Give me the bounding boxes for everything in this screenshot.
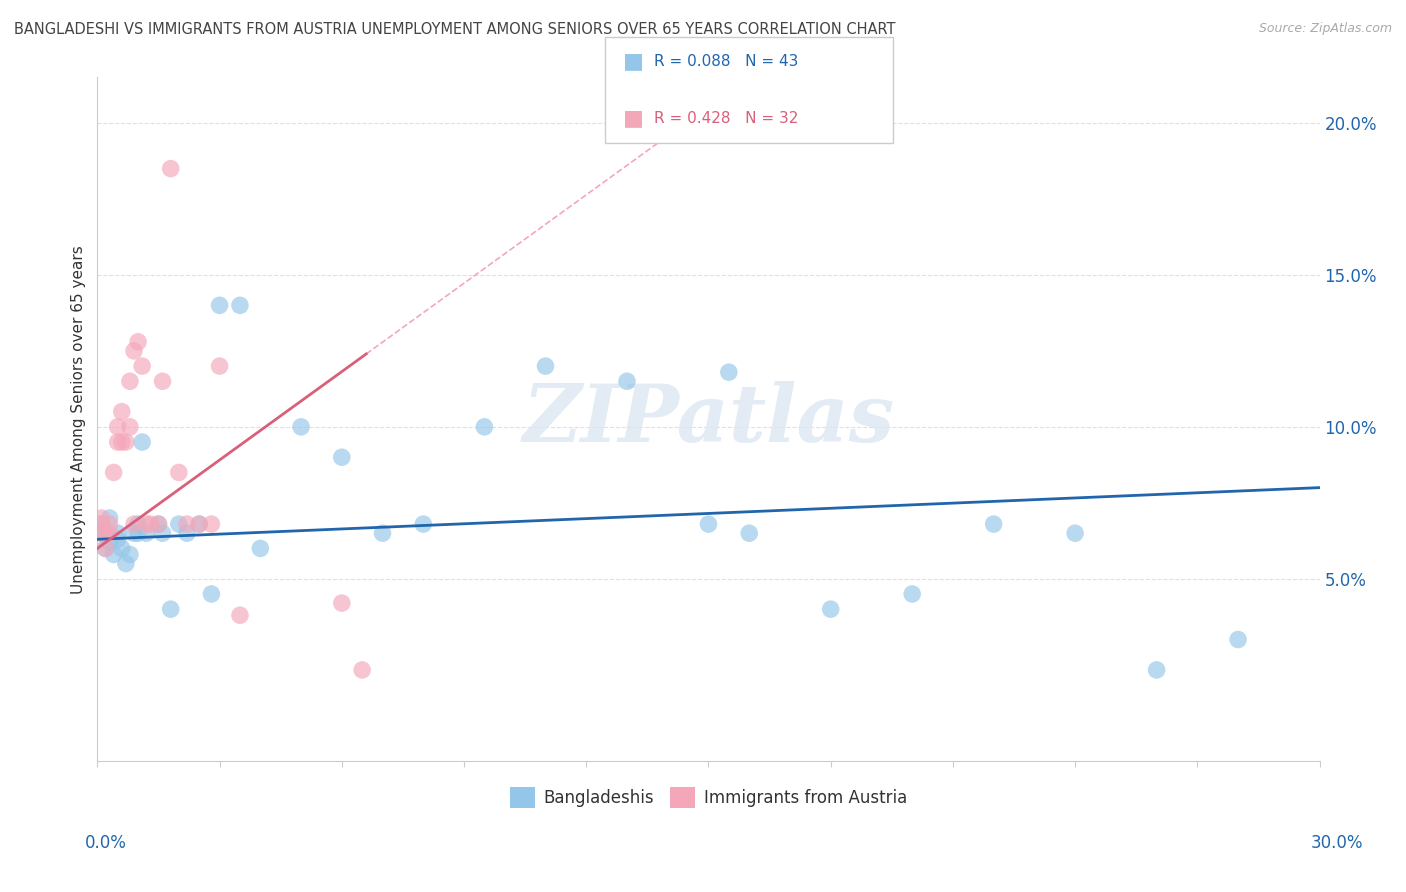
Point bbox=[330, 596, 353, 610]
Point bbox=[98, 511, 121, 525]
Point bbox=[330, 450, 353, 465]
Point bbox=[103, 548, 125, 562]
Point bbox=[103, 466, 125, 480]
Point bbox=[98, 517, 121, 532]
Point bbox=[1227, 632, 1250, 647]
Point bbox=[94, 526, 117, 541]
Point bbox=[118, 420, 141, 434]
Point bbox=[115, 557, 138, 571]
Point bbox=[176, 526, 198, 541]
Point bbox=[90, 526, 112, 541]
Text: R = 0.428   N = 32: R = 0.428 N = 32 bbox=[654, 112, 799, 126]
Y-axis label: Unemployment Among Seniors over 65 years: Unemployment Among Seniors over 65 years bbox=[72, 245, 86, 594]
Point bbox=[107, 420, 129, 434]
Point bbox=[412, 517, 434, 532]
Point bbox=[208, 298, 231, 312]
Point bbox=[127, 517, 149, 532]
Point bbox=[107, 533, 129, 547]
Point bbox=[474, 420, 496, 434]
Point bbox=[188, 517, 211, 532]
Point bbox=[111, 435, 134, 450]
Point bbox=[148, 517, 170, 532]
Point bbox=[127, 526, 149, 541]
Point bbox=[98, 535, 121, 549]
Text: R = 0.088   N = 43: R = 0.088 N = 43 bbox=[654, 54, 799, 69]
Point bbox=[94, 526, 117, 541]
Point bbox=[534, 359, 557, 373]
Text: 0.0%: 0.0% bbox=[84, 834, 127, 852]
Text: Source: ZipAtlas.com: Source: ZipAtlas.com bbox=[1258, 22, 1392, 36]
Point bbox=[98, 526, 121, 541]
Point bbox=[90, 517, 112, 532]
Point bbox=[148, 517, 170, 532]
Point bbox=[90, 526, 112, 541]
Point bbox=[131, 435, 153, 450]
Point bbox=[122, 343, 145, 358]
Point bbox=[290, 420, 312, 434]
Point bbox=[176, 517, 198, 532]
Point bbox=[229, 298, 252, 312]
Point bbox=[697, 517, 720, 532]
Point bbox=[200, 587, 222, 601]
Point bbox=[94, 541, 117, 556]
Text: ■: ■ bbox=[623, 109, 644, 128]
Legend: Bangladeshis, Immigrants from Austria: Bangladeshis, Immigrants from Austria bbox=[503, 780, 914, 814]
Point bbox=[122, 526, 145, 541]
Point bbox=[159, 161, 181, 176]
Point bbox=[90, 517, 112, 532]
Point bbox=[188, 517, 211, 532]
Point bbox=[107, 435, 129, 450]
Text: 30.0%: 30.0% bbox=[1310, 834, 1364, 852]
Point bbox=[118, 374, 141, 388]
Point bbox=[159, 602, 181, 616]
Point bbox=[135, 517, 157, 532]
Point bbox=[131, 359, 153, 373]
Point bbox=[118, 548, 141, 562]
Point bbox=[208, 359, 231, 373]
Point bbox=[152, 526, 174, 541]
Point bbox=[352, 663, 374, 677]
Point bbox=[167, 466, 190, 480]
Point bbox=[200, 517, 222, 532]
Text: ZIPatlas: ZIPatlas bbox=[523, 381, 894, 458]
Point bbox=[901, 587, 924, 601]
Point bbox=[139, 517, 162, 532]
Point bbox=[107, 526, 129, 541]
Point bbox=[717, 365, 740, 379]
Point bbox=[371, 526, 394, 541]
Point bbox=[167, 517, 190, 532]
Point bbox=[229, 608, 252, 623]
Point bbox=[111, 405, 134, 419]
Point bbox=[983, 517, 1005, 532]
Point bbox=[90, 511, 112, 525]
Point bbox=[115, 435, 138, 450]
Point bbox=[111, 541, 134, 556]
Text: ■: ■ bbox=[623, 52, 644, 71]
Point bbox=[122, 517, 145, 532]
Point bbox=[94, 541, 117, 556]
Text: BANGLADESHI VS IMMIGRANTS FROM AUSTRIA UNEMPLOYMENT AMONG SENIORS OVER 65 YEARS : BANGLADESHI VS IMMIGRANTS FROM AUSTRIA U… bbox=[14, 22, 896, 37]
Point bbox=[738, 526, 761, 541]
Point bbox=[135, 526, 157, 541]
Point bbox=[152, 374, 174, 388]
Point bbox=[249, 541, 271, 556]
Point bbox=[616, 374, 638, 388]
Point bbox=[820, 602, 842, 616]
Point bbox=[127, 334, 149, 349]
Point bbox=[1064, 526, 1087, 541]
Point bbox=[1146, 663, 1168, 677]
